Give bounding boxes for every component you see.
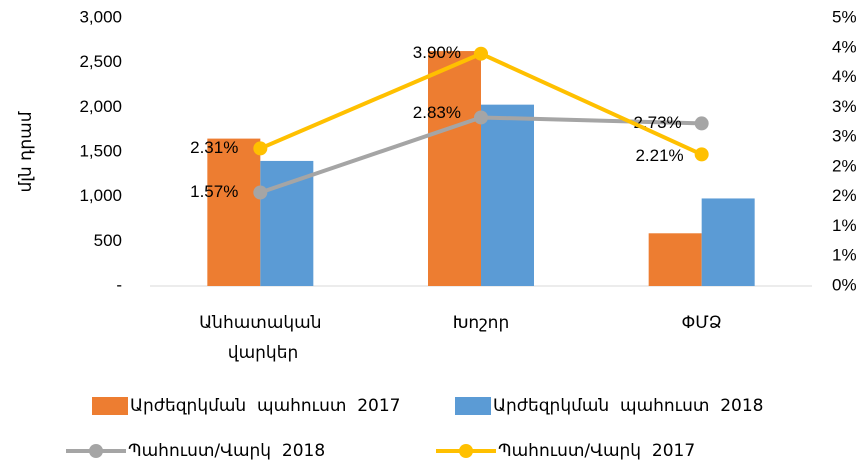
y-tick-label: 500 [94, 231, 122, 250]
y-tick-label: 2,000 [79, 97, 122, 116]
data-label: 2.83% [413, 103, 461, 122]
y2-tick-label: 4% [832, 67, 857, 86]
x-tick-label: Անհատական վարկեր [199, 313, 321, 363]
y2-tick-label: 5% [832, 7, 857, 26]
bar [701, 198, 755, 286]
y-tick-label: - [116, 275, 122, 294]
y-tick-label: 1,500 [79, 141, 122, 160]
marker [694, 116, 709, 131]
y2-tick-label: 2% [832, 156, 857, 175]
bar [648, 233, 702, 286]
legend-label: Պահուստ/Վարկ 2017 [498, 441, 695, 461]
x-tick-label: ՓՄՁ [682, 313, 722, 333]
legend-swatch [455, 397, 491, 415]
legend-label: Արժեզրկման պահուստ 2018 [493, 396, 763, 416]
marker [474, 46, 488, 61]
y2-tick-label: 0% [832, 275, 857, 294]
y-axis-label: մլն դրամ [16, 111, 36, 192]
legend-swatch [92, 397, 128, 415]
marker [694, 147, 709, 162]
marker [253, 185, 268, 200]
bar [481, 104, 534, 286]
bar [428, 51, 481, 287]
y-tick-label: 2,500 [79, 52, 122, 71]
y2-tick-label: 3% [832, 127, 857, 146]
y2-tick-label: 4% [832, 37, 857, 56]
marker [474, 110, 488, 125]
data-label: 3.90% [413, 43, 461, 62]
legend-marker [459, 444, 473, 458]
data-label: 2.31% [190, 138, 238, 157]
data-label: 2.73% [633, 113, 681, 132]
y2-tick-label: 1% [832, 216, 857, 235]
marker [253, 141, 268, 156]
y-tick-label: 3,000 [79, 7, 122, 26]
y2-tick-label: 1% [832, 246, 857, 265]
y-tick-label: 1,000 [79, 186, 122, 205]
data-label: 1.57% [190, 182, 238, 201]
legend-label: Արժեզրկման պահուստ 2017 [130, 396, 400, 416]
bar [260, 160, 314, 286]
legend-label: Պահուստ/Վարկ 2018 [128, 441, 325, 461]
x-tick-label: Խոշոր [453, 313, 509, 333]
data-label: 2.21% [635, 146, 683, 165]
y2-tick-label: 2% [832, 186, 857, 205]
y2-tick-label: 3% [832, 97, 857, 116]
legend-marker [89, 444, 103, 458]
bar [207, 138, 261, 286]
